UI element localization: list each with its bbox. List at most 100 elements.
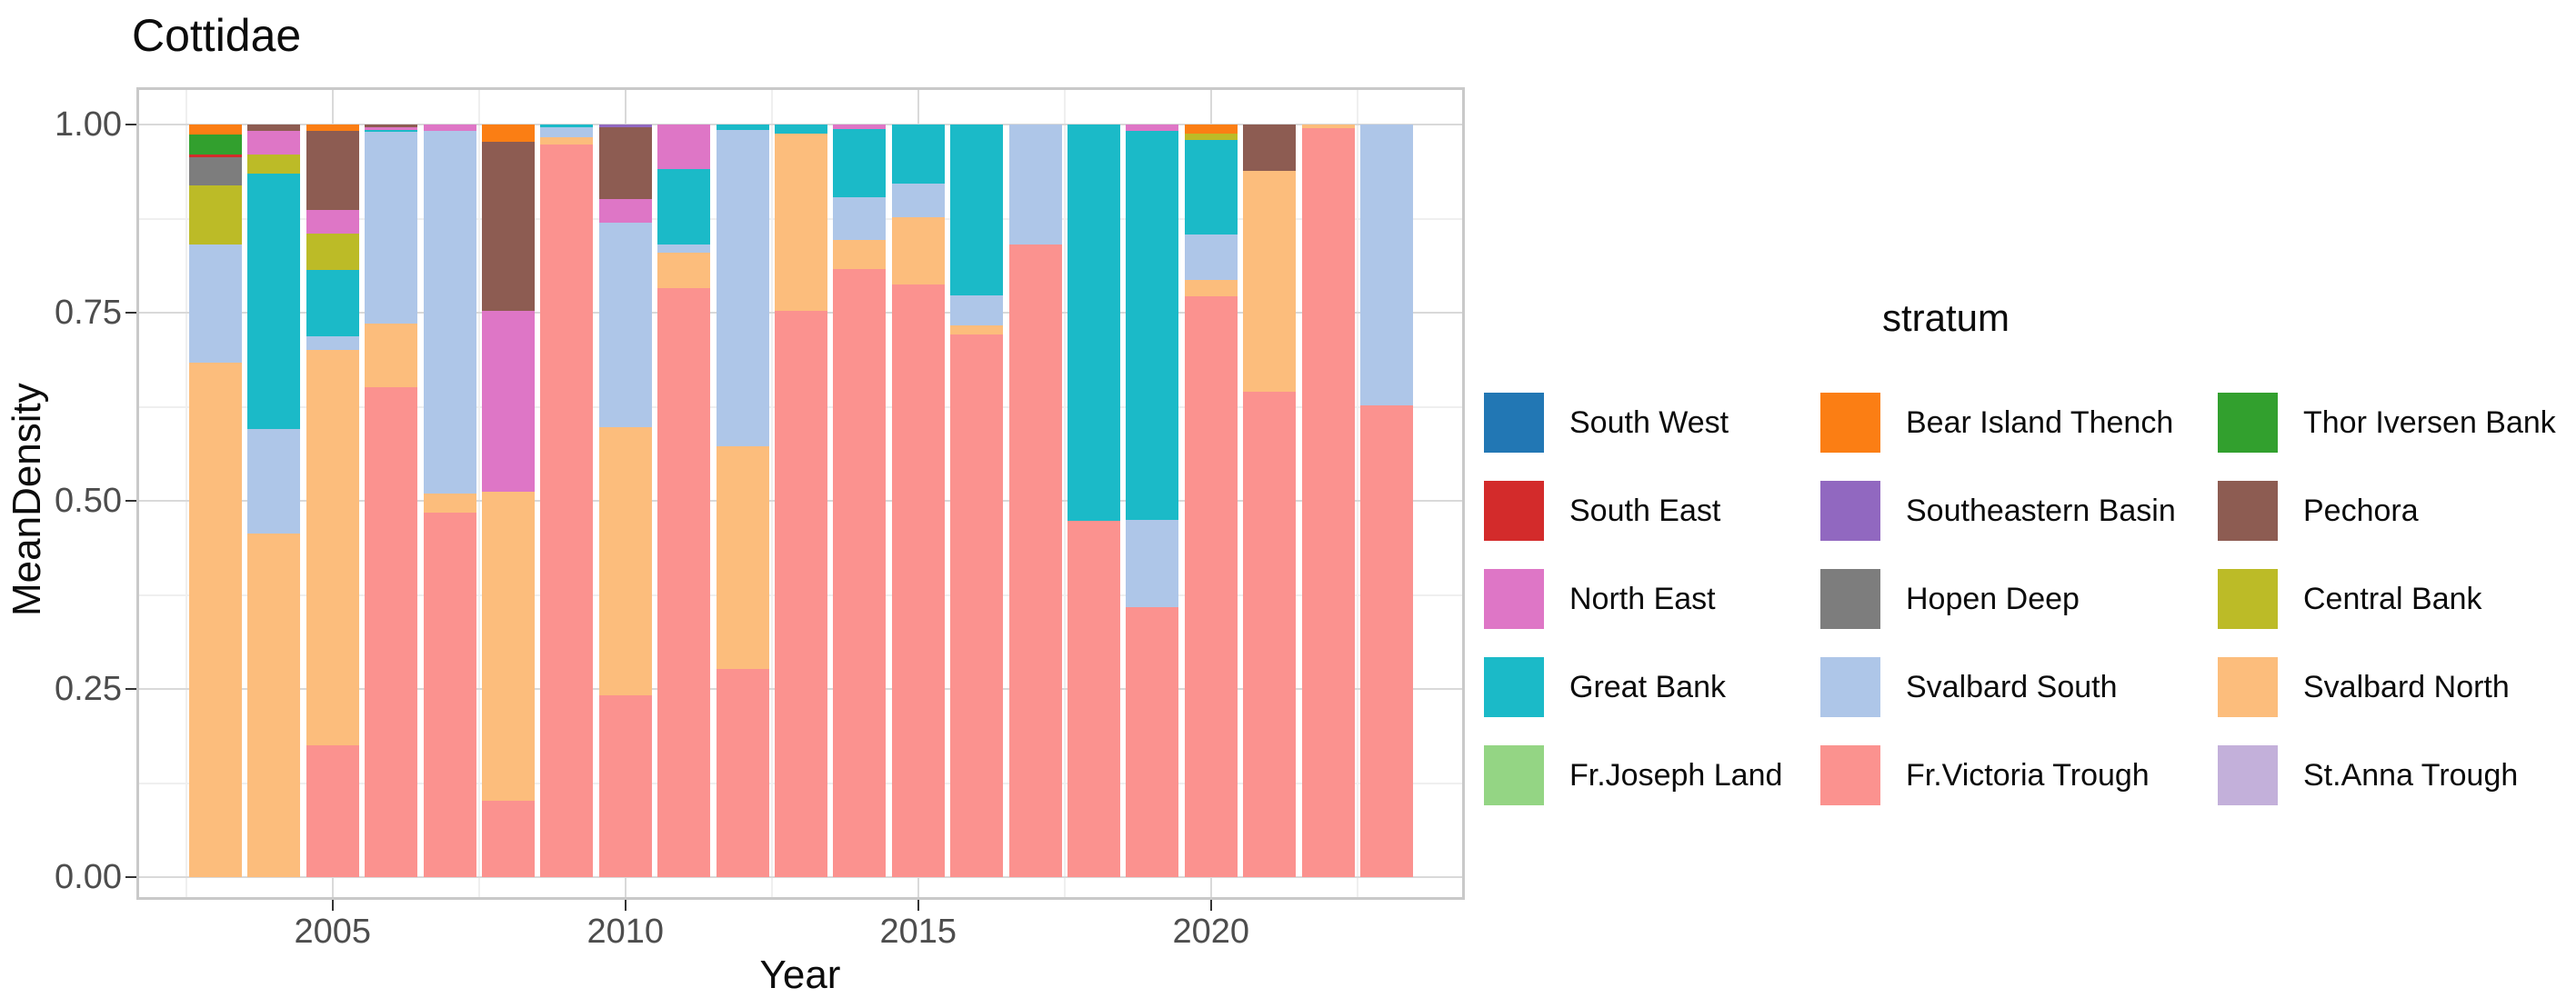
- bar-segment-south-east: [189, 155, 242, 158]
- bar-segment-fr-victoria-trough: [1360, 404, 1413, 877]
- legend-item-label: Thor Iversen Bank: [2303, 404, 2556, 440]
- bar-2020: [1184, 125, 1238, 877]
- bar-segment-pechora: [365, 125, 418, 128]
- legend-item: Fr.Joseph Land: [1484, 745, 1782, 805]
- bar-segment-svalbard-north: [598, 426, 652, 696]
- bar-2015: [891, 125, 945, 877]
- bar-segment-fr-victoria-trough: [716, 668, 769, 877]
- bar-segment-great-bank: [1067, 125, 1120, 522]
- bar-segment-fr-victoria-trough: [1184, 295, 1238, 877]
- bar-segment-hopen-deep: [189, 157, 242, 186]
- legend-item-label: Hopen Deep: [1906, 581, 2080, 616]
- bar-2022: [1301, 125, 1355, 877]
- bar-2009: [540, 125, 594, 877]
- bar-segment-fr-victoria-trough: [423, 513, 476, 877]
- bar-segment-svalbard-north: [482, 492, 535, 802]
- bar-segment-svalbard-south: [306, 335, 359, 351]
- bar-2008: [482, 125, 535, 877]
- legend-swatch-icon: [1820, 481, 1880, 541]
- bar-segment-north-east: [598, 198, 652, 223]
- bar-segment-pechora: [1243, 125, 1297, 171]
- bar-segment-svalbard-north: [423, 493, 476, 514]
- bar-segment-svalbard-north: [540, 137, 594, 145]
- bar-segment-svalbard-north: [306, 350, 359, 746]
- legend-item: Bear Island Thench: [1820, 393, 2173, 453]
- bar-segment-fr-victoria-trough: [1301, 128, 1355, 877]
- legend-item-label: Central Bank: [2303, 581, 2482, 616]
- bar-segment-north-east: [833, 125, 887, 129]
- bar-segment-north-east: [306, 209, 359, 235]
- bar-segment-svalbard-north: [247, 533, 301, 877]
- legend-item-label: South East: [1569, 493, 1721, 528]
- bar-segment-fr-victoria-trough: [598, 695, 652, 877]
- bar-segment-pechora: [306, 130, 359, 210]
- bar-segment-svalbard-south: [598, 222, 652, 427]
- y-tick-mark: [125, 312, 136, 314]
- bar-segment-svalbard-south: [950, 294, 1004, 326]
- bar-segment-central-bank: [189, 185, 242, 245]
- legend-item-label: Svalbard South: [1906, 669, 2118, 704]
- bar-segment-north-east: [482, 311, 535, 493]
- bar-segment-svalbard-south: [540, 127, 594, 138]
- gridline-minor-v: [1356, 90, 1358, 897]
- bar-segment-svalbard-north: [833, 239, 887, 269]
- legend-item: Southeastern Basin: [1820, 481, 2176, 541]
- bar-segment-svalbard-north: [1184, 279, 1238, 296]
- y-tick-mark: [125, 876, 136, 878]
- legend-swatch-icon: [1484, 393, 1544, 453]
- y-axis-title: MeanDensity: [5, 383, 49, 617]
- legend-item-label: Southeastern Basin: [1906, 493, 2176, 528]
- bar-segment-north-east: [1126, 125, 1179, 131]
- legend-item-label: South West: [1569, 404, 1729, 440]
- bar-segment-north-east: [365, 127, 418, 130]
- bar-segment-svalbard-north: [1243, 170, 1297, 392]
- legend-swatch-icon: [1484, 657, 1544, 717]
- bar-segment-fr-victoria-trough: [775, 310, 827, 877]
- legend-item: St.Anna Trough: [2218, 745, 2518, 805]
- legend-item: Thor Iversen Bank: [2218, 393, 2556, 453]
- legend-item-label: North East: [1569, 581, 1716, 616]
- bar-segment-bear-island-thench: [306, 125, 359, 131]
- bar-segment-svalbard-south: [423, 130, 476, 494]
- bar-2010: [598, 125, 652, 877]
- bar-segment-fr-victoria-trough: [482, 801, 535, 877]
- bar-segment-svalbard-south: [1126, 519, 1179, 607]
- bar-segment-thor-iversen-bank: [189, 134, 242, 155]
- y-tick-mark: [125, 688, 136, 690]
- bar-segment-svalbard-north: [891, 216, 945, 284]
- bar-segment-svalbard-north: [716, 445, 769, 669]
- bar-2014: [833, 125, 887, 877]
- bar-segment-great-bank: [306, 269, 359, 336]
- bar-segment-bear-island-thench: [189, 125, 242, 135]
- bar-segment-svalbard-south: [365, 132, 418, 324]
- bar-segment-fr-victoria-trough: [833, 268, 887, 877]
- bar-2011: [657, 125, 711, 877]
- bar-segment-fr-victoria-trough: [1008, 244, 1062, 877]
- bar-segment-svalbard-south: [247, 429, 301, 534]
- legend-swatch-icon: [1820, 657, 1880, 717]
- bar-segment-great-bank: [657, 168, 711, 245]
- bar-2016: [950, 125, 1004, 877]
- bar-segment-svalbard-south: [1008, 125, 1062, 245]
- x-tick-label: 2020: [1172, 913, 1250, 951]
- bar-2021: [1243, 125, 1297, 877]
- bar-segment-svalbard-south: [833, 197, 887, 240]
- bar-segment-pechora: [247, 125, 301, 132]
- bar-segment-bear-island-thench: [482, 125, 535, 143]
- legend-swatch-icon: [1820, 393, 1880, 453]
- legend-item-label: Fr.Joseph Land: [1569, 757, 1783, 793]
- x-tick-label: 2010: [586, 913, 665, 951]
- bar-segment-svalbard-south: [1360, 125, 1413, 405]
- legend-item: South West: [1484, 393, 1729, 453]
- bar-segment-svalbard-south: [716, 129, 769, 446]
- x-tick-mark: [917, 900, 919, 911]
- y-tick-label: 0.50: [55, 482, 122, 520]
- x-tick-mark: [624, 900, 626, 911]
- bar-segment-great-bank: [247, 173, 301, 430]
- y-tick-label: 1.00: [55, 105, 122, 144]
- y-tick-label: 0.00: [55, 858, 122, 896]
- x-tick-label: 2005: [294, 913, 372, 951]
- bar-segment-svalbard-north: [365, 324, 418, 387]
- bar-segment-southeastern-basin: [598, 125, 652, 128]
- legend-item: Great Bank: [1484, 657, 1726, 717]
